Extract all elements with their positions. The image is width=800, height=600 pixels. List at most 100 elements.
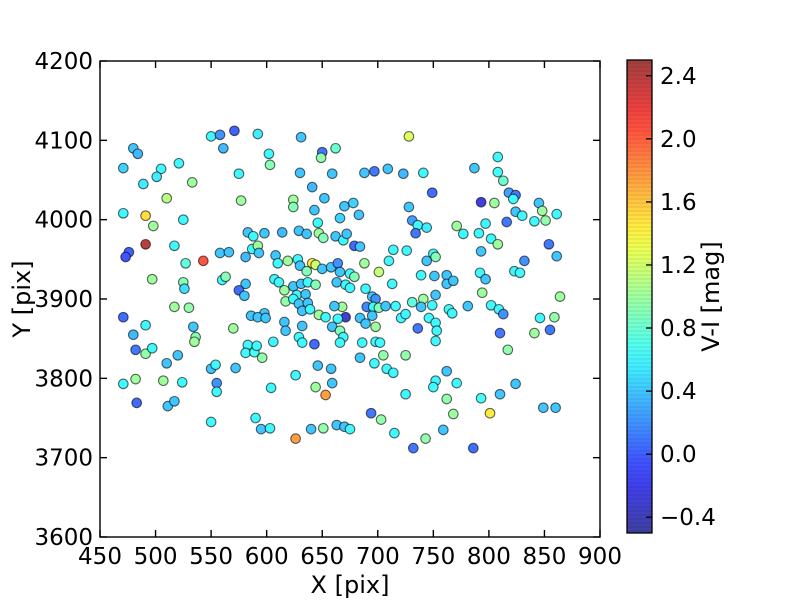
scatter-point xyxy=(407,442,419,454)
scatter-point xyxy=(549,311,560,323)
scatter-point xyxy=(543,238,555,250)
colorbar-tick-label: 1.6 xyxy=(660,190,697,216)
scatter-point xyxy=(140,238,151,250)
scatter-point xyxy=(475,392,487,404)
scatter-point xyxy=(295,131,307,143)
scatter-point xyxy=(430,251,441,263)
scatter-point xyxy=(544,324,556,336)
scatter-point xyxy=(417,167,429,179)
scatter-point xyxy=(176,376,188,388)
scatter-point xyxy=(383,255,395,267)
scatter-point xyxy=(230,362,241,374)
scatter-point xyxy=(117,207,129,219)
scatter-point xyxy=(140,210,151,222)
scatter-point xyxy=(312,360,324,371)
scatter-point xyxy=(294,167,306,179)
scatter-point xyxy=(403,201,415,213)
scatter-point xyxy=(320,311,331,323)
scatter-point xyxy=(315,152,327,164)
scatter-point xyxy=(132,148,144,160)
scatter-point xyxy=(485,233,497,245)
scatter-point xyxy=(229,125,240,137)
scatter-point xyxy=(360,318,371,329)
scatter-point xyxy=(117,378,129,390)
scatter-point xyxy=(480,273,491,285)
scatter-point xyxy=(494,327,506,339)
scatter-point xyxy=(240,251,251,263)
scatter-point xyxy=(290,369,301,381)
scatter-point xyxy=(177,214,189,226)
scatter-point xyxy=(431,325,443,337)
scatter-point xyxy=(494,388,506,400)
scatter-point xyxy=(279,316,290,328)
scatter-point xyxy=(446,307,458,319)
scatter-points-layer xyxy=(117,125,566,454)
scatter-point xyxy=(326,168,338,180)
scatter-point xyxy=(189,336,200,348)
x-tick-label: 650 xyxy=(300,544,344,570)
scatter-point xyxy=(387,367,399,379)
scatter-point xyxy=(169,301,180,313)
scatter-point xyxy=(427,381,439,393)
scatter-point xyxy=(255,423,267,435)
y-tick-label: 4100 xyxy=(34,128,93,154)
scatter-point xyxy=(309,204,320,216)
scatter-point xyxy=(536,205,548,217)
scatter-point xyxy=(529,215,540,227)
x-tick-label: 900 xyxy=(578,544,622,570)
scatter-point xyxy=(451,220,463,232)
x-tick-label: 600 xyxy=(245,544,289,570)
scatter-point xyxy=(233,168,245,180)
scatter-point xyxy=(430,335,441,347)
scatter-point xyxy=(426,299,438,311)
scatter-point xyxy=(256,352,268,364)
scatter-point xyxy=(415,301,427,313)
scatter-point xyxy=(390,300,401,312)
scatter-point xyxy=(356,337,368,348)
scatter-point xyxy=(451,377,463,389)
x-tick-label: 850 xyxy=(522,544,566,570)
scatter-point xyxy=(272,257,284,269)
scatter-point xyxy=(492,238,504,250)
scatter-point xyxy=(179,283,190,295)
scatter-point xyxy=(276,227,288,238)
scatter-point xyxy=(131,397,143,409)
scatter-point xyxy=(214,129,226,141)
scatter-point xyxy=(326,377,338,389)
scatter-point xyxy=(157,375,169,387)
scatter-point xyxy=(420,433,431,444)
scatter-point xyxy=(510,378,521,390)
scatter-point xyxy=(117,311,129,323)
y-axis-label: Y [pix] xyxy=(8,260,36,338)
scatter-point xyxy=(366,310,378,322)
scatter-point xyxy=(334,212,346,224)
scatter-point xyxy=(130,344,141,356)
scatter-point xyxy=(462,300,474,312)
scatter-point xyxy=(161,357,173,369)
scatter-point xyxy=(334,266,346,278)
scatter-point xyxy=(331,276,343,288)
scatter-point xyxy=(360,283,371,295)
scatter-point xyxy=(146,342,158,354)
scatter-point xyxy=(365,407,377,419)
scatter-point xyxy=(354,352,366,364)
scatter-point xyxy=(347,197,359,209)
scatter-point xyxy=(329,300,340,312)
scatter-point xyxy=(430,289,441,301)
scatter-point xyxy=(264,159,276,171)
scatter-point xyxy=(247,230,259,242)
scatter-point xyxy=(227,323,239,334)
scatter-point xyxy=(359,257,370,269)
scatter-point xyxy=(301,265,313,277)
scatter-point xyxy=(415,269,427,281)
scatter-point xyxy=(214,247,226,259)
colorbar-tick-label: 0.8 xyxy=(660,316,697,342)
scatter-point xyxy=(550,402,561,414)
scatter-point xyxy=(287,201,299,213)
scatter-point xyxy=(382,163,394,175)
scatter-point xyxy=(492,151,504,163)
scatter-point xyxy=(421,222,433,233)
scatter-point xyxy=(551,208,563,220)
scatter-point xyxy=(264,422,276,434)
